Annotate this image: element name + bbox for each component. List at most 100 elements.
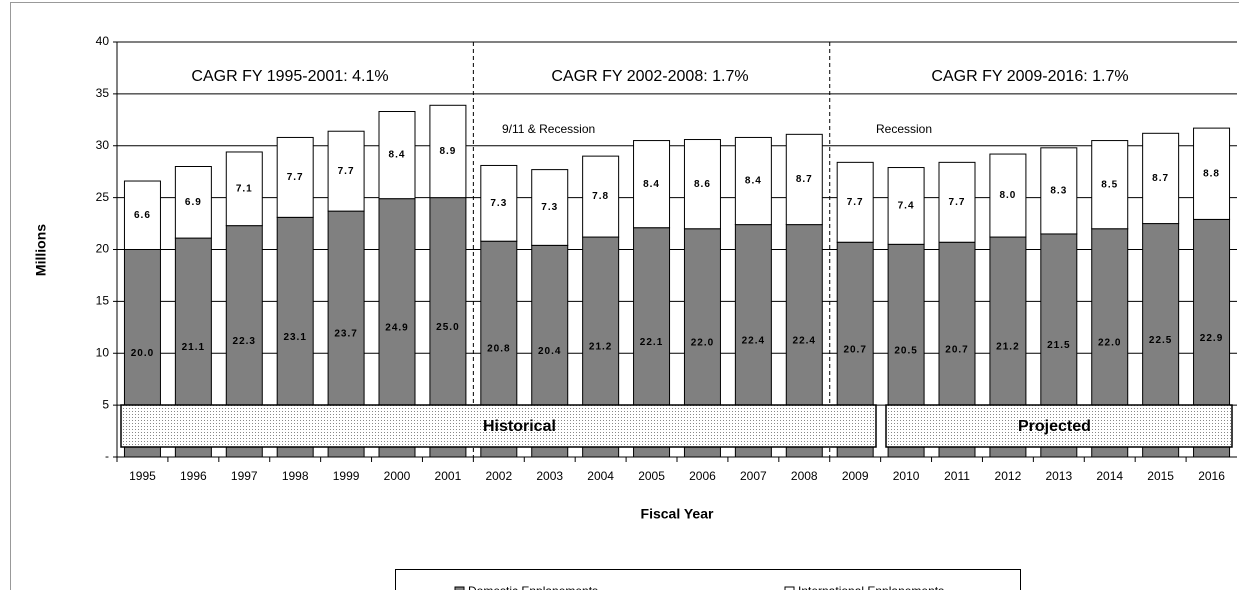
value-label: 25.0 bbox=[436, 322, 459, 333]
value-label: 22.3 bbox=[233, 336, 256, 347]
value-label: 22.9 bbox=[1200, 333, 1223, 344]
value-label: 20.5 bbox=[894, 345, 917, 356]
x-tick-label: 2011 bbox=[944, 469, 970, 483]
value-label: 20.8 bbox=[487, 344, 510, 355]
value-label: 7.4 bbox=[898, 201, 915, 212]
x-tick-label: 2004 bbox=[587, 469, 614, 483]
value-label: 6.9 bbox=[185, 197, 202, 208]
annotation: CAGR FY 1995-2001: 4.1% bbox=[191, 68, 388, 85]
x-tick-label: 1996 bbox=[180, 469, 207, 483]
x-tick-label: 2015 bbox=[1147, 469, 1174, 483]
x-tick-label: 1997 bbox=[231, 469, 258, 483]
y-tick-label: 40 bbox=[96, 34, 110, 48]
bar-segment bbox=[734, 136, 772, 226]
value-label: 8.0 bbox=[999, 190, 1016, 201]
bar-segment bbox=[276, 136, 314, 218]
bar-segment bbox=[174, 166, 212, 239]
value-label: 8.9 bbox=[439, 146, 456, 157]
value-label: 7.7 bbox=[847, 197, 864, 208]
annotation: CAGR FY 2009-2016: 1.7% bbox=[931, 68, 1128, 85]
x-tick-label: 1999 bbox=[333, 469, 360, 483]
x-tick-label: 2013 bbox=[1045, 469, 1072, 483]
value-label: 8.4 bbox=[745, 176, 762, 187]
bar-segment bbox=[989, 153, 1027, 238]
bar-segment bbox=[429, 104, 467, 199]
value-label: 8.4 bbox=[389, 150, 406, 161]
x-tick-label: 2003 bbox=[536, 469, 563, 483]
historical-box bbox=[120, 404, 877, 448]
value-label: 8.5 bbox=[1101, 179, 1118, 190]
value-label: 22.1 bbox=[640, 337, 663, 348]
x-tick-label: 2014 bbox=[1096, 469, 1123, 483]
legend-box bbox=[395, 569, 1021, 590]
x-tick-label: 2009 bbox=[842, 469, 869, 483]
value-label: 7.7 bbox=[949, 197, 966, 208]
bar-segment bbox=[887, 167, 925, 245]
value-label: 21.2 bbox=[589, 342, 612, 353]
x-tick-label: 2000 bbox=[384, 469, 411, 483]
bar-segment bbox=[123, 180, 161, 250]
bar-segment bbox=[1193, 127, 1231, 220]
annotation: 9/11 & Recession bbox=[502, 122, 595, 136]
annotation: Recession bbox=[876, 122, 932, 136]
legend-label: International Enplanements bbox=[798, 584, 944, 590]
x-tick-label: 2012 bbox=[995, 469, 1022, 483]
bar-segment bbox=[582, 155, 620, 238]
y-tick-label: 20 bbox=[96, 242, 110, 256]
x-axis-label: Fiscal Year bbox=[641, 506, 714, 522]
value-label: 22.4 bbox=[742, 335, 765, 346]
bar-segment bbox=[938, 161, 976, 243]
value-label: 7.3 bbox=[541, 202, 558, 213]
value-label: 22.4 bbox=[793, 335, 816, 346]
value-label: 24.9 bbox=[385, 322, 408, 333]
legend-label: Domestic Enplanements bbox=[468, 584, 598, 590]
bar-segment bbox=[1091, 140, 1129, 230]
y-tick-label: 5 bbox=[102, 397, 109, 411]
value-label: 8.7 bbox=[796, 174, 813, 185]
y-tick-label: 15 bbox=[96, 294, 110, 308]
bar-segment bbox=[378, 111, 416, 200]
bar-segment bbox=[785, 133, 823, 226]
value-label: 7.3 bbox=[490, 198, 507, 209]
value-label: 8.4 bbox=[643, 179, 660, 190]
value-label: 21.1 bbox=[182, 342, 205, 353]
x-tick-label: 1995 bbox=[129, 469, 156, 483]
legend-swatch bbox=[454, 586, 465, 590]
bar-segment bbox=[633, 140, 671, 229]
value-label: 21.5 bbox=[1047, 340, 1070, 351]
value-label: 8.7 bbox=[1152, 173, 1169, 184]
x-tick-label: 1998 bbox=[282, 469, 309, 483]
annotation: CAGR FY 2002-2008: 1.7% bbox=[551, 68, 748, 85]
x-tick-label: 2001 bbox=[435, 469, 462, 483]
bar-segment bbox=[531, 169, 569, 246]
y-tick-label: 10 bbox=[96, 345, 110, 359]
y-tick-label: 25 bbox=[96, 190, 110, 204]
bar-segment bbox=[836, 161, 874, 243]
bar-segment bbox=[225, 151, 263, 227]
bar-segment bbox=[1142, 132, 1180, 225]
value-label: 7.1 bbox=[236, 183, 253, 194]
x-tick-label: 2016 bbox=[1198, 469, 1225, 483]
value-label: 20.4 bbox=[538, 346, 561, 357]
bar-segment bbox=[683, 139, 721, 230]
value-label: 22.0 bbox=[691, 338, 714, 349]
x-tick-label: 2007 bbox=[740, 469, 767, 483]
x-tick-label: 2008 bbox=[791, 469, 818, 483]
value-label: 7.7 bbox=[338, 166, 355, 177]
bar-segment bbox=[327, 130, 365, 212]
value-label: 8.6 bbox=[694, 179, 711, 190]
value-label: 22.0 bbox=[1098, 338, 1121, 349]
y-axis-label: Millions bbox=[33, 224, 49, 276]
x-tick-label: 2002 bbox=[485, 469, 512, 483]
x-tick-label: 2005 bbox=[638, 469, 665, 483]
x-tick-label: 2006 bbox=[689, 469, 716, 483]
annotation: Historical bbox=[483, 418, 556, 435]
value-label: 8.3 bbox=[1050, 186, 1067, 197]
value-label: 20.7 bbox=[945, 344, 968, 355]
value-label: 20.0 bbox=[131, 348, 154, 359]
bar-segment bbox=[1040, 147, 1078, 235]
value-label: 8.8 bbox=[1203, 168, 1220, 179]
value-label: 7.7 bbox=[287, 172, 304, 183]
y-tick-label: - bbox=[105, 449, 109, 463]
